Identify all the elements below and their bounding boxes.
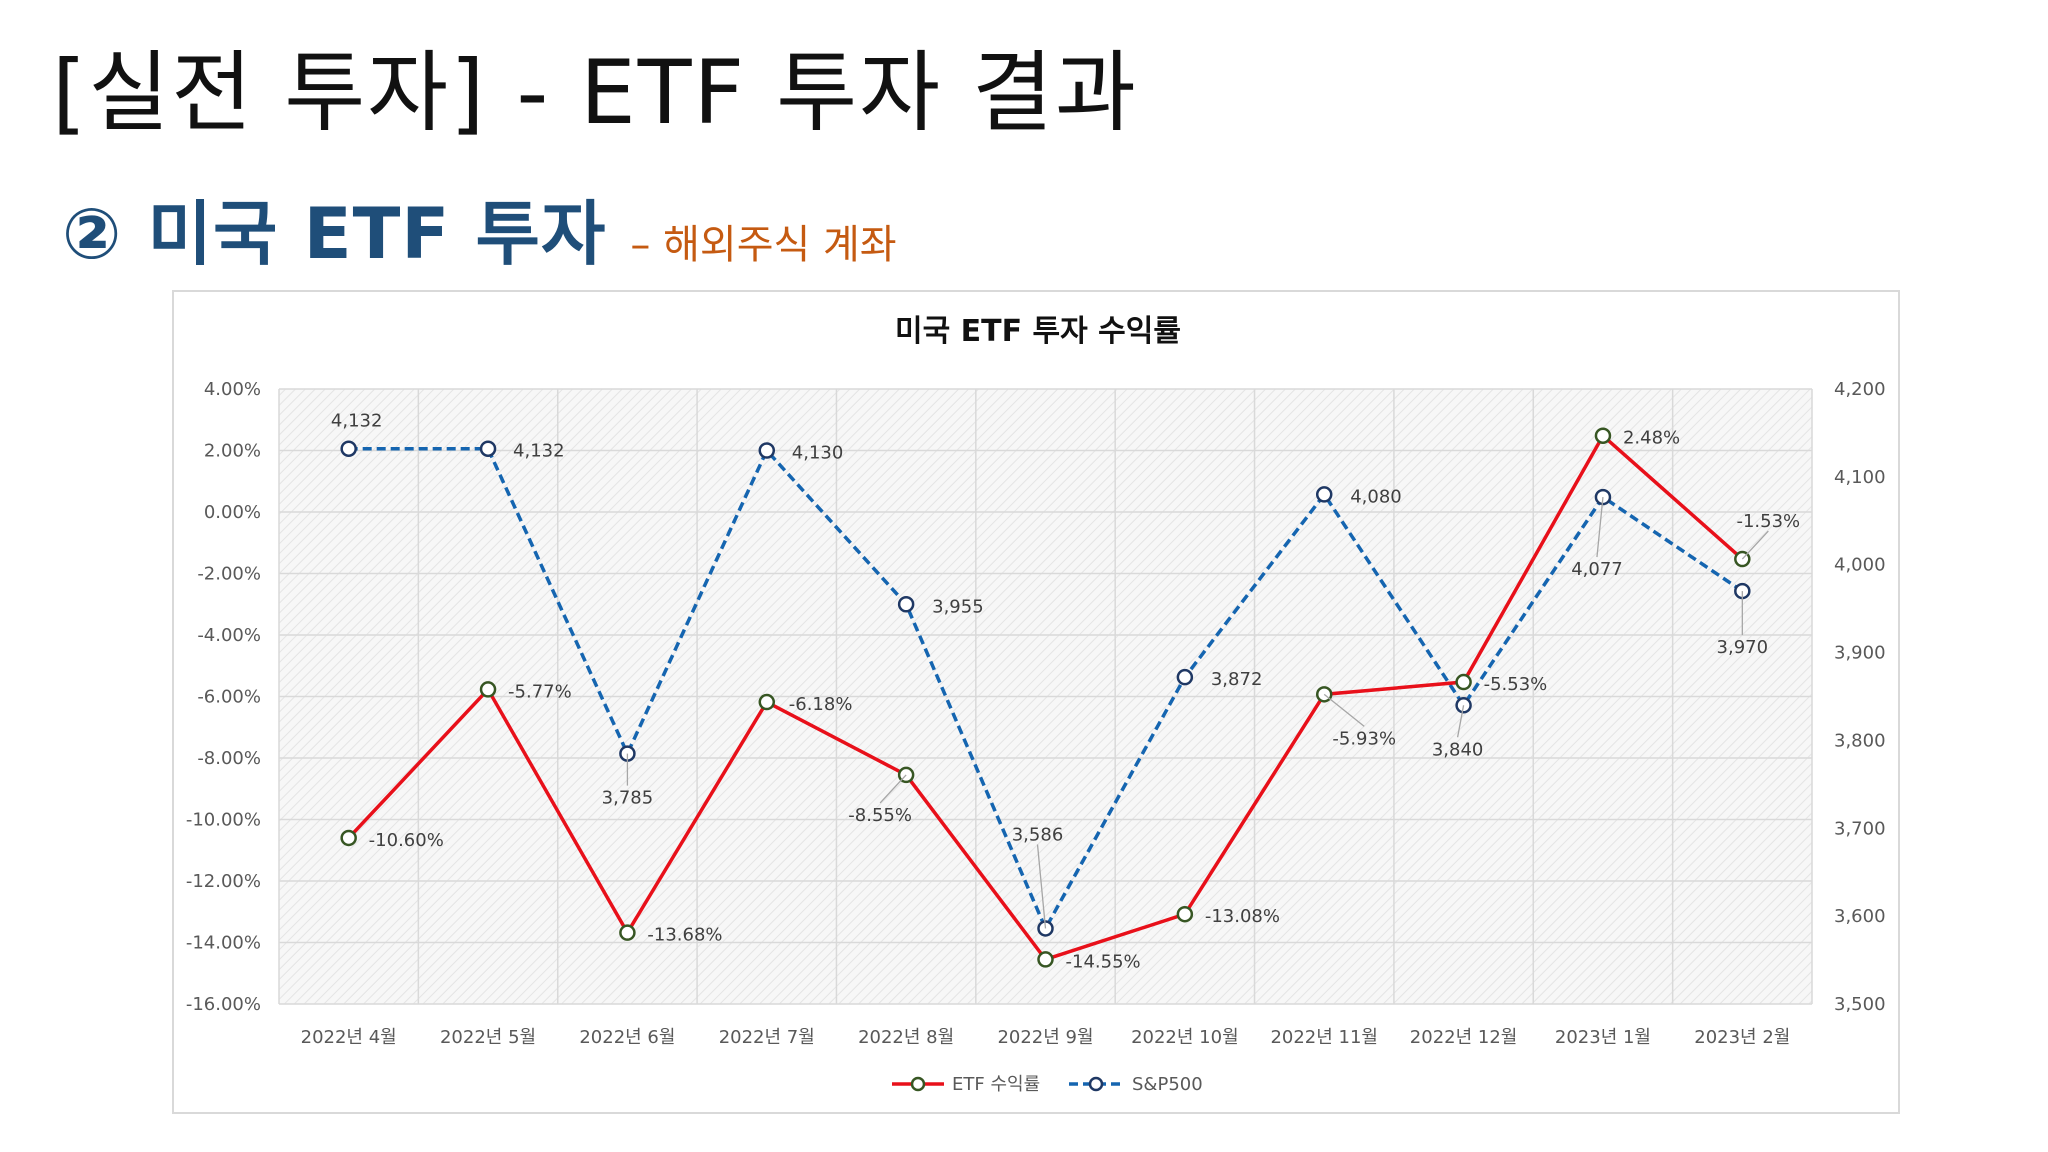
- data-label-sp500: 4,132: [331, 411, 383, 432]
- data-label-sp500: 3,586: [1012, 824, 1064, 845]
- data-label-etf: -5.77%: [508, 681, 572, 702]
- y-right-tick-label: 4,000: [1834, 555, 1886, 576]
- point-sp500: [758, 442, 776, 459]
- y-left-tick-label: -14.00%: [186, 933, 261, 954]
- legend-marker-sp500: [1088, 1076, 1104, 1092]
- data-label-etf: -5.53%: [1484, 674, 1548, 695]
- axes: 4.00% 2.00% 0.00% -2.00% -4.00% -6.00% -8.00% -…: [186, 379, 1886, 1048]
- point-sp500: [479, 440, 497, 457]
- data-label-etf: -5.93%: [1332, 728, 1396, 749]
- section-header: ② 미국 ETF 투자 – 해외주식 계좌: [62, 178, 897, 279]
- x-tick-label: 2022년 10월: [1131, 1027, 1239, 1048]
- point-etf: [479, 681, 497, 698]
- x-tick-label: 2022년 12월: [1410, 1027, 1518, 1048]
- leader-line: [1323, 693, 1365, 727]
- point-etf: [340, 829, 357, 847]
- y-left-tick-label: -12.00%: [186, 871, 261, 892]
- y-left-tick-label: 4.00%: [204, 379, 261, 400]
- x-tick-label: 2022년 11월: [1270, 1027, 1378, 1048]
- point-etf: [1455, 673, 1472, 691]
- y-left-tick-label: -8.00%: [197, 748, 261, 769]
- data-label-sp500: 3,872: [1211, 669, 1263, 690]
- x-tick-label: 2022년 4월: [301, 1027, 397, 1048]
- section-note: – 해외주식 계좌: [630, 222, 897, 268]
- line-chart: 4.00% 2.00% 0.00% -2.00% -4.00% -6.00% -8.00% -…: [186, 314, 1886, 1095]
- data-label-sp500: 3,955: [932, 596, 984, 617]
- leader-line: [1596, 496, 1604, 558]
- leader-line: [879, 774, 907, 804]
- data-label-sp500: 4,077: [1571, 559, 1623, 580]
- y-right-tick-label: 3,500: [1834, 994, 1886, 1015]
- point-etf: [619, 924, 636, 941]
- data-label-sp500: 4,132: [513, 441, 565, 462]
- legend: ETF 수익률 S&P500: [892, 1074, 1203, 1095]
- point-sp500: [340, 440, 357, 457]
- x-tick-label: 2022년 9월: [997, 1027, 1093, 1048]
- leader-line: [1741, 530, 1769, 560]
- slide-title: [실전 투자] - ETF 투자 결과: [52, 41, 1138, 144]
- data-label-etf: -8.55%: [848, 805, 912, 826]
- data-label-sp500: 3,785: [602, 788, 654, 809]
- gridlines: [278, 388, 1813, 1005]
- y-right-tick-label: 3,700: [1834, 818, 1886, 839]
- data-label-sp500: 4,130: [792, 443, 844, 464]
- data-label-etf: -13.08%: [1205, 906, 1280, 927]
- legend-label-etf: ETF 수익률: [952, 1074, 1040, 1095]
- data-label-sp500: 3,840: [1432, 739, 1484, 760]
- point-sp500: [1315, 486, 1333, 503]
- leader-line: [1456, 705, 1465, 738]
- y-left-tick-label: -6.00%: [197, 687, 261, 708]
- leader-line: [1036, 844, 1047, 929]
- x-tick-label: 2023년 2월: [1694, 1027, 1790, 1048]
- y-right-tick-label: 4,100: [1834, 467, 1886, 488]
- x-tick-label: 2022년 5월: [440, 1027, 536, 1048]
- data-label-etf: -13.68%: [647, 925, 722, 946]
- x-tick-label: 2022년 8월: [858, 1027, 954, 1048]
- x-tick-label: 2022년 6월: [579, 1027, 675, 1048]
- point-etf: [1176, 905, 1194, 923]
- y-right-tick-label: 3,900: [1834, 643, 1886, 664]
- y-left-tick-label: -16.00%: [186, 994, 261, 1015]
- y-left-tick-label: -10.00%: [186, 810, 261, 831]
- point-etf: [1037, 951, 1054, 968]
- point-sp500: [1594, 488, 1612, 506]
- point-etf: [1594, 427, 1612, 444]
- legend-label-sp500: S&P500: [1132, 1074, 1203, 1095]
- y-left-tick-label: -2.00%: [197, 564, 261, 585]
- legend-marker-etf: [910, 1076, 926, 1092]
- data-label-etf: 2.48%: [1623, 428, 1680, 449]
- y-left-tick-label: 2.00%: [204, 441, 261, 462]
- data-label-etf: -10.60%: [369, 830, 444, 851]
- chart-container: 4.00% 2.00% 0.00% -2.00% -4.00% -6.00% -8.00% -…: [172, 290, 1900, 1114]
- x-tick-label: 2022년 7월: [719, 1027, 815, 1048]
- data-label-etf: -1.53%: [1736, 511, 1800, 532]
- y-left-tick-label: 0.00%: [204, 502, 261, 523]
- y-right-tick-label: 3,600: [1834, 906, 1886, 927]
- point-sp500: [1176, 668, 1194, 686]
- data-label-etf: -6.18%: [789, 694, 853, 715]
- data-labels: -10.60% -5.77% -13.68% -6.18% -8.55% -14.55% -…: [331, 411, 1800, 973]
- y-left-tick-label: -4.00%: [197, 625, 261, 646]
- x-tick-label: 2023년 1월: [1555, 1027, 1651, 1048]
- y-right-tick-label: 3,800: [1834, 730, 1886, 751]
- data-label-sp500: 3,970: [1717, 637, 1769, 658]
- data-label-sp500: 4,080: [1350, 486, 1402, 507]
- chart-title: 미국 ETF 투자 수익률: [895, 314, 1181, 349]
- point-sp500: [897, 596, 915, 613]
- data-label-etf: -14.55%: [1066, 951, 1141, 972]
- point-etf: [758, 693, 776, 711]
- y-right-tick-label: 4,200: [1834, 379, 1886, 400]
- section-title: ② 미국 ETF 투자: [62, 193, 607, 275]
